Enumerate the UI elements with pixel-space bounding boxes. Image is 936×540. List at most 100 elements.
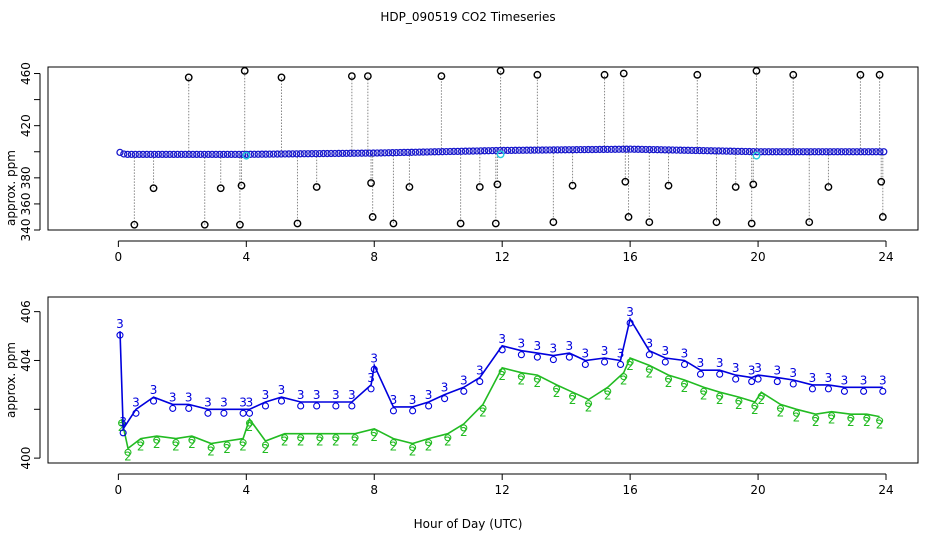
series-point-2 bbox=[370, 429, 378, 437]
baseline-point bbox=[358, 149, 366, 157]
baseline-point bbox=[116, 148, 124, 157]
series-marker-2: 2 bbox=[847, 415, 855, 429]
data-point bbox=[437, 72, 446, 81]
baseline-point bbox=[123, 150, 132, 159]
baseline-point bbox=[588, 145, 596, 154]
series-marker-3: 3 bbox=[441, 381, 449, 395]
baseline-point bbox=[872, 148, 880, 156]
baseline-point bbox=[814, 148, 823, 156]
series-point-3 bbox=[132, 409, 140, 417]
baseline-point bbox=[465, 147, 473, 155]
data-point bbox=[456, 219, 465, 228]
baseline-point bbox=[534, 146, 542, 154]
baseline-point bbox=[542, 146, 550, 154]
baseline-point bbox=[346, 149, 354, 157]
series-marker-2: 2 bbox=[518, 374, 526, 388]
baseline-point bbox=[718, 147, 727, 155]
series-marker-3: 3 bbox=[460, 373, 468, 387]
baseline-point bbox=[676, 146, 684, 154]
baseline-point bbox=[162, 150, 170, 159]
baseline-point bbox=[776, 148, 784, 156]
baseline-point bbox=[530, 146, 539, 154]
baseline-point bbox=[615, 145, 623, 153]
series-point-2 bbox=[735, 397, 743, 405]
baseline-point bbox=[319, 149, 328, 158]
x-tick-label: 8 bbox=[370, 250, 378, 264]
baseline-point bbox=[799, 148, 807, 156]
baseline-point bbox=[173, 150, 182, 159]
baseline-point bbox=[400, 148, 408, 157]
series-marker-3: 3 bbox=[879, 373, 887, 387]
series-point-2 bbox=[207, 443, 215, 452]
baseline-point bbox=[764, 148, 773, 156]
baseline-point bbox=[227, 150, 235, 159]
x-tick-label: 4 bbox=[242, 250, 250, 264]
baseline-point bbox=[592, 145, 600, 154]
baseline-point bbox=[519, 146, 527, 154]
baseline-point bbox=[538, 146, 546, 154]
series-point-2 bbox=[316, 434, 324, 442]
x-axis-label: Hour of Day (UTC) bbox=[414, 517, 523, 531]
baseline-point bbox=[300, 150, 308, 158]
baseline-point bbox=[266, 150, 274, 158]
baseline-point bbox=[354, 149, 362, 157]
series-point-2 bbox=[223, 441, 231, 449]
baseline-point bbox=[204, 150, 212, 159]
series-marker-2: 2 bbox=[246, 420, 254, 434]
data-point bbox=[240, 67, 249, 75]
baseline-point bbox=[446, 147, 454, 156]
baseline-point bbox=[864, 148, 873, 156]
series-marker-2: 2 bbox=[863, 415, 871, 429]
series-marker-3: 3 bbox=[150, 383, 158, 397]
series-point-2 bbox=[847, 414, 855, 422]
panel-bottom-axes: 0 4 8 12 16 20 24 400 404 406 bbox=[19, 300, 894, 497]
data-point bbox=[200, 220, 209, 229]
series-marker-3: 3 bbox=[425, 388, 433, 402]
baseline-point bbox=[523, 146, 531, 154]
baseline-point bbox=[822, 148, 830, 156]
baseline-point bbox=[331, 149, 339, 158]
baseline-point bbox=[761, 148, 769, 156]
series-point-3 bbox=[389, 407, 397, 415]
series-marker-2: 2 bbox=[876, 418, 884, 432]
baseline-point bbox=[289, 150, 297, 158]
baseline-point bbox=[845, 148, 853, 156]
baseline-point bbox=[181, 150, 189, 159]
data-point bbox=[149, 184, 158, 193]
data-point bbox=[367, 179, 375, 187]
data-point bbox=[533, 70, 542, 79]
series-point-3 bbox=[239, 409, 247, 417]
series-marker-2: 2 bbox=[751, 403, 759, 417]
series-point-3 bbox=[716, 370, 724, 378]
baseline-point bbox=[208, 150, 216, 159]
series-marker-2: 2 bbox=[390, 440, 398, 454]
baseline-point bbox=[688, 146, 696, 155]
series-point-2 bbox=[137, 439, 145, 447]
baseline-point bbox=[830, 148, 838, 156]
baseline-point bbox=[350, 149, 358, 157]
series-point-3 bbox=[460, 387, 468, 395]
baseline-point bbox=[669, 146, 677, 154]
series-marker-2: 2 bbox=[297, 435, 305, 449]
series-marker-3: 3 bbox=[185, 390, 193, 404]
baseline-point bbox=[154, 150, 162, 159]
series-point-3 bbox=[498, 346, 506, 354]
baseline-point bbox=[818, 148, 827, 156]
y-tick-label: 360 bbox=[19, 192, 33, 215]
series-point-2 bbox=[498, 368, 506, 376]
baseline-point bbox=[868, 148, 876, 156]
series-point-3 bbox=[748, 378, 756, 386]
x-tick-label: 0 bbox=[115, 250, 123, 264]
data-point bbox=[496, 150, 505, 159]
data-point bbox=[731, 183, 740, 191]
baseline-point bbox=[692, 146, 700, 155]
data-point bbox=[664, 181, 673, 190]
data-point bbox=[712, 218, 721, 227]
baseline-point bbox=[561, 146, 569, 154]
baseline-point bbox=[807, 148, 815, 156]
series-point-3 bbox=[476, 378, 484, 386]
baseline-point bbox=[649, 145, 658, 154]
baseline-point bbox=[745, 147, 754, 156]
baseline-point bbox=[795, 148, 803, 156]
